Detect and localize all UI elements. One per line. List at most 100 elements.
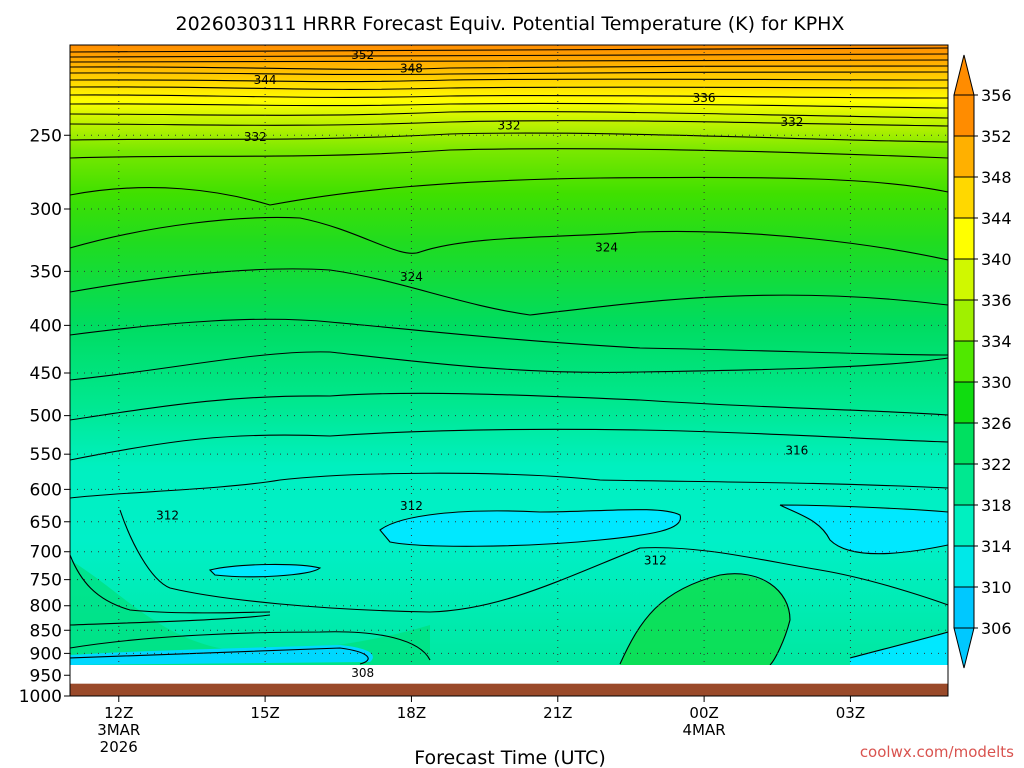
colorbar-tick-label: 334 [981, 332, 1012, 351]
contour-label: 332 [244, 130, 267, 144]
colorbar-segment [953, 504, 975, 547]
colorbar-tick-label: 348 [981, 168, 1012, 187]
contour-line [70, 78, 948, 83]
colorbar-tick-label: 306 [981, 619, 1012, 638]
colorbar-max-arrow [953, 54, 975, 96]
colorbar-segment [953, 586, 975, 629]
contour-line [208, 563, 322, 578]
contour-line [70, 120, 948, 127]
colorbar-tick-label: 340 [981, 250, 1012, 269]
y-tick-label: 400 [30, 316, 62, 336]
contour-line [70, 268, 948, 316]
colorbar-tick-label: 318 [981, 496, 1012, 515]
contour-line [70, 554, 271, 614]
y-tick-label: 900 [30, 644, 62, 664]
colorbar-tick-label: 352 [981, 127, 1012, 146]
colorbar-segment [953, 299, 975, 342]
x-tick-label: 12Z [104, 704, 133, 722]
colorbar-tick-label: 326 [981, 414, 1012, 433]
y-axis: 250 300 350 400 450 500 550 600 650 700 750 800 850 9… [19, 126, 70, 707]
contour-line [70, 614, 271, 626]
contour-line [119, 509, 948, 613]
contour-line [70, 148, 948, 159]
contour-label: 324 [400, 270, 423, 284]
contour-line [70, 318, 948, 356]
contour-line [70, 216, 948, 261]
colorbar-tick-label: 356 [981, 86, 1012, 105]
colorbar-tick-label: 314 [981, 537, 1012, 556]
contour-line [70, 428, 948, 461]
colorbar-segment [953, 94, 975, 137]
colorbar-tick-label: 322 [981, 455, 1012, 474]
y-tick-label: 450 [30, 364, 62, 384]
y-tick-label: 600 [30, 480, 62, 500]
contour-label: 332 [780, 115, 803, 129]
y-tick-label: 300 [30, 200, 62, 220]
contour-line [70, 59, 948, 63]
chart-title: 2026030311 HRRR Forecast Equiv. Potentia… [176, 13, 845, 35]
moist-tongue-region [620, 574, 790, 665]
colorbar-tick-label: 330 [981, 373, 1012, 392]
x-tick-label: 3MAR [97, 721, 140, 739]
cyan-pocket-5 [850, 632, 948, 665]
colorbar-tick-label: 336 [981, 291, 1012, 310]
contour-label: 348 [400, 62, 423, 76]
y-tick-label: 850 [30, 621, 62, 641]
colorbar-segment [953, 381, 975, 424]
cyan-pocket-2 [780, 505, 948, 554]
y-tick-label: 1000 [19, 687, 62, 707]
y-tick-label: 700 [30, 543, 62, 563]
contour-label: 336 [693, 91, 716, 105]
colorbar-segment [953, 545, 975, 588]
contour-labels: 352 348 344 336 332 332 332 324 324 316 312 312 312 3… [156, 48, 808, 680]
colorbar-segment [953, 463, 975, 506]
contour-line [70, 94, 948, 99]
contour-line [70, 111, 948, 119]
contour-line [849, 631, 948, 659]
contour-line [70, 102, 948, 109]
contour-label: 312 [400, 499, 423, 513]
colorbar-segment [953, 340, 975, 383]
contour-line [379, 509, 681, 547]
contour-line [70, 351, 948, 381]
plot-field [70, 45, 948, 665]
y-tick-label: 950 [30, 666, 62, 686]
plot-frame [69, 44, 949, 697]
contour-line [70, 392, 948, 421]
contour-line [70, 71, 948, 76]
credit-text: coolwx.com/modelts [860, 743, 1014, 761]
x-axis-label: Forecast Time (UTC) [414, 747, 605, 768]
colorbar-segment [953, 258, 975, 301]
x-tick-label: 21Z [543, 704, 572, 722]
y-tick-label: 550 [30, 445, 62, 465]
x-tick-label: 18Z [397, 704, 426, 722]
low-level-green-region [70, 560, 430, 665]
contour-line [70, 86, 948, 90]
colorbar: 306 310 314 318 322 326 330 334 336 340 344 348 352 3… [953, 54, 1012, 669]
colorbar-segment [953, 135, 975, 178]
contour-label: 312 [644, 553, 667, 567]
contour-label: 312 [156, 508, 179, 522]
contour-label: 316 [785, 443, 808, 457]
contour-label: 332 [498, 118, 521, 132]
colorbar-segment [953, 422, 975, 465]
contour-label: 344 [254, 73, 277, 87]
contour-line [70, 631, 431, 661]
x-tick-label: 4MAR [683, 721, 726, 739]
x-tick-label: 00Z [689, 704, 718, 722]
contour-line [70, 65, 948, 70]
cyan-pocket-1 [380, 509, 681, 547]
colorbar-tick-label: 310 [981, 578, 1012, 597]
y-tick-label: 750 [30, 571, 62, 591]
ground-area [70, 683, 948, 696]
contour-line [619, 573, 791, 665]
y-tick-label: 250 [30, 126, 62, 146]
x-tick-label: 03Z [836, 704, 865, 722]
y-tick-label: 350 [30, 262, 62, 282]
colorbar-segment [953, 176, 975, 219]
x-tick-label: 15Z [250, 704, 279, 722]
colorbar-segment [953, 217, 975, 260]
colorbar-min-arrow [953, 627, 975, 669]
